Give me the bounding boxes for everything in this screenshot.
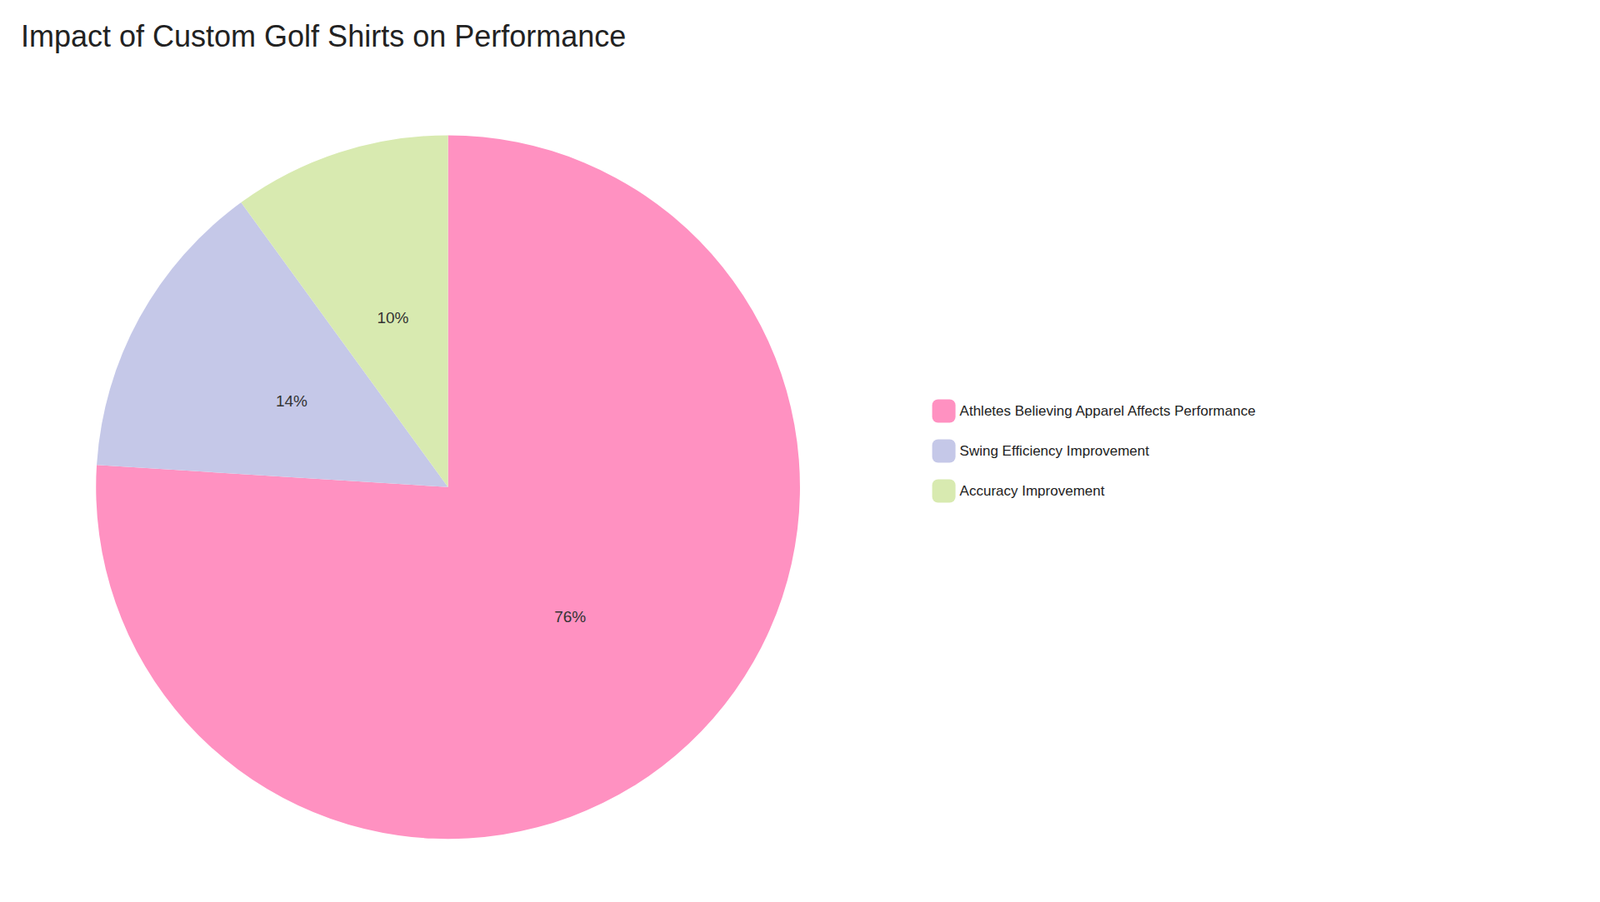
svg-text:Impact of Custom Golf Shirts o: Impact of Custom Golf Shirts on Performa… xyxy=(20,19,626,54)
svg-text:10%: 10% xyxy=(376,309,409,327)
svg-text:14%: 14% xyxy=(275,392,308,410)
svg-text:Swing Efficiency Improvement: Swing Efficiency Improvement xyxy=(960,443,1150,460)
svg-text:Athletes Believing Apparel Aff: Athletes Believing Apparel Affects Perfo… xyxy=(960,403,1256,420)
svg-text:Accuracy Improvement: Accuracy Improvement xyxy=(960,483,1105,500)
svg-text:76%: 76% xyxy=(554,608,586,626)
